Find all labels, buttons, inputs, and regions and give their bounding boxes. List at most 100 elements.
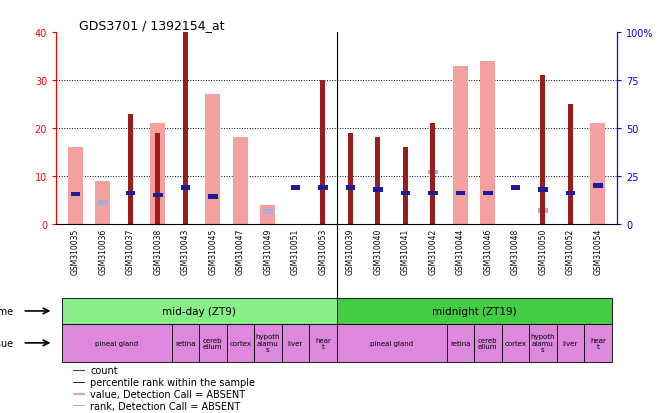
Bar — [282, 324, 309, 362]
Bar — [480, 62, 496, 224]
Bar — [73, 382, 84, 383]
Bar — [125, 191, 135, 196]
Bar — [199, 324, 226, 362]
Text: GSM310045: GSM310045 — [209, 228, 217, 274]
Bar — [556, 324, 584, 362]
Bar — [538, 188, 548, 192]
Text: retina: retina — [175, 340, 195, 346]
Bar — [128, 114, 133, 224]
Text: GSM310043: GSM310043 — [181, 228, 190, 274]
Bar — [511, 185, 520, 190]
Bar — [428, 191, 438, 196]
Bar — [529, 324, 556, 362]
Bar — [73, 393, 84, 394]
Bar — [538, 209, 548, 213]
Bar — [566, 191, 575, 196]
Text: cortex: cortex — [230, 340, 251, 346]
Text: tissue: tissue — [0, 338, 14, 348]
Bar — [68, 148, 83, 224]
Bar — [71, 192, 80, 197]
Bar — [150, 124, 166, 224]
Bar — [73, 370, 84, 371]
Text: GSM310053: GSM310053 — [318, 228, 327, 274]
Text: GSM310037: GSM310037 — [126, 228, 135, 274]
Bar — [98, 201, 108, 206]
Text: GSM310044: GSM310044 — [456, 228, 465, 274]
Bar — [254, 324, 282, 362]
Text: mid-day (ZT9): mid-day (ZT9) — [162, 306, 236, 316]
Bar — [61, 299, 337, 324]
Text: hear
t: hear t — [590, 337, 606, 349]
Text: cereb
ellum: cereb ellum — [203, 337, 222, 349]
Text: rank, Detection Call = ABSENT: rank, Detection Call = ABSENT — [90, 401, 240, 411]
Bar — [447, 324, 474, 362]
Bar — [453, 66, 468, 224]
Bar — [568, 105, 573, 224]
Text: GSM310051: GSM310051 — [291, 228, 300, 274]
Text: pineal gland: pineal gland — [95, 340, 138, 346]
Text: retina: retina — [450, 340, 471, 346]
Bar — [455, 191, 465, 196]
Bar — [346, 185, 355, 190]
Text: GSM310047: GSM310047 — [236, 228, 245, 274]
Bar — [309, 324, 337, 362]
Text: midnight (ZT19): midnight (ZT19) — [432, 306, 516, 316]
Text: pineal gland: pineal gland — [370, 340, 413, 346]
Bar — [502, 324, 529, 362]
Bar — [226, 324, 254, 362]
Text: GSM310041: GSM310041 — [401, 228, 410, 274]
Text: GSM310049: GSM310049 — [263, 228, 273, 274]
Text: hypoth
alamu
s: hypoth alamu s — [255, 334, 280, 353]
Text: GSM310042: GSM310042 — [428, 228, 438, 274]
Text: GSM310052: GSM310052 — [566, 228, 575, 274]
Bar — [95, 181, 110, 224]
Text: GSM310035: GSM310035 — [71, 228, 80, 274]
Bar — [430, 124, 436, 224]
Bar — [318, 185, 327, 190]
Bar — [593, 183, 603, 188]
Text: cereb
ellum: cereb ellum — [478, 337, 498, 349]
Bar — [208, 195, 218, 200]
Text: GSM310046: GSM310046 — [483, 228, 492, 274]
Bar — [183, 33, 188, 224]
Bar — [263, 209, 273, 214]
Bar — [155, 133, 160, 224]
Bar — [376, 138, 380, 224]
Bar — [320, 81, 325, 224]
Bar — [401, 191, 410, 196]
Bar — [290, 185, 300, 190]
Text: GSM310048: GSM310048 — [511, 228, 520, 274]
Bar — [474, 324, 502, 362]
Bar — [61, 324, 172, 362]
Bar — [73, 405, 84, 406]
Text: GSM310040: GSM310040 — [374, 228, 382, 274]
Bar — [260, 205, 275, 224]
Text: cortex: cortex — [504, 340, 527, 346]
Bar — [428, 170, 438, 175]
Text: liver: liver — [288, 340, 303, 346]
Bar — [483, 191, 492, 196]
Text: GSM310050: GSM310050 — [539, 228, 547, 274]
Bar — [348, 133, 353, 224]
Text: GSM310036: GSM310036 — [98, 228, 108, 274]
Text: count: count — [90, 366, 118, 375]
Text: liver: liver — [563, 340, 578, 346]
Bar — [181, 185, 190, 190]
Text: GDS3701 / 1392154_at: GDS3701 / 1392154_at — [79, 19, 224, 32]
Text: time: time — [0, 306, 14, 316]
Bar — [403, 148, 408, 224]
Bar — [233, 138, 248, 224]
Bar — [172, 324, 199, 362]
Text: GSM310054: GSM310054 — [593, 228, 603, 274]
Text: value, Detection Call = ABSENT: value, Detection Call = ABSENT — [90, 389, 246, 399]
Bar — [337, 324, 447, 362]
Bar — [205, 95, 220, 224]
Text: hypoth
alamu
s: hypoth alamu s — [531, 334, 555, 353]
Text: GSM310039: GSM310039 — [346, 228, 355, 274]
Bar — [541, 76, 545, 224]
Text: percentile rank within the sample: percentile rank within the sample — [90, 377, 255, 387]
Bar — [153, 193, 162, 198]
Bar — [584, 324, 612, 362]
Bar — [337, 299, 612, 324]
Text: hear
t: hear t — [315, 337, 331, 349]
